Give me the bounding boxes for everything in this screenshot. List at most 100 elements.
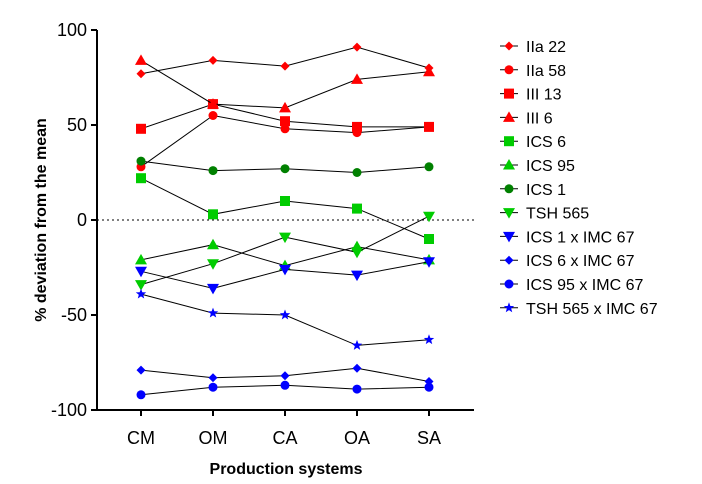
legend-label: IIa 22 [526, 39, 566, 56]
data-point [280, 124, 290, 134]
series-line [140, 177, 430, 240]
data-point [424, 121, 434, 132]
series-ics-1-x-imc-67 [135, 257, 435, 295]
data-point [279, 101, 291, 113]
data-point [136, 156, 146, 166]
legend-item: IIa 22 [500, 39, 566, 56]
y-tick-label: 0 [77, 210, 87, 230]
y-tick-label: -50 [61, 305, 87, 325]
legend-marker [504, 279, 514, 289]
legend-item: ICS 1 x IMC 67 [500, 229, 635, 246]
data-point [136, 123, 146, 134]
data-point [424, 162, 434, 172]
legend-label: ICS 95 x IMC 67 [526, 277, 643, 294]
legend-item: TSH 565 x IMC 67 [500, 301, 658, 318]
data-point [351, 270, 363, 282]
data-point [351, 247, 363, 259]
data-point [135, 266, 147, 278]
x-tick-label: OM [199, 428, 228, 448]
y-tick-label: -100 [51, 400, 87, 420]
data-point [352, 121, 362, 132]
legend-item: ICS 6 x IMC 67 [500, 253, 635, 270]
data-point [135, 280, 147, 291]
data-point [423, 65, 435, 77]
data-point [207, 259, 219, 270]
legend-label: TSH 565 [526, 206, 589, 223]
legend-label: III 6 [526, 110, 553, 127]
data-point [279, 232, 291, 244]
legend-item: ICS 1 [500, 182, 566, 199]
series-ics-95-x-imc-67 [136, 380, 434, 400]
legend-marker [504, 184, 514, 194]
legend-item: ICS 95 x IMC 67 [500, 277, 643, 294]
data-point [280, 164, 290, 174]
legend-label: III 13 [526, 87, 562, 104]
data-point [352, 42, 362, 52]
data-point [136, 365, 146, 375]
series-line [140, 293, 430, 346]
data-point [351, 73, 363, 84]
data-point [207, 238, 219, 250]
legend-item: ICS 95 [500, 158, 575, 175]
data-point [136, 69, 146, 79]
data-point [279, 264, 291, 276]
legend-marker [503, 159, 515, 170]
data-point [280, 371, 290, 381]
x-tick-label: CA [272, 428, 297, 448]
legend: IIa 22 IIa 58 III 13 III 6 ICS 6 ICS 95 ICS 1 T… [500, 39, 658, 318]
data-point [207, 307, 219, 318]
legend-item: III 13 [500, 87, 562, 104]
data-point [352, 363, 362, 373]
series-ics-1 [136, 156, 434, 177]
data-point [351, 339, 363, 350]
series-tsh-565-x-imc-67 [135, 288, 435, 350]
data-point [208, 166, 218, 176]
legend-marker [504, 65, 514, 75]
legend-item: ICS 6 [500, 134, 566, 151]
y-tick-label: 50 [67, 115, 87, 135]
series-iia-22 [136, 42, 434, 79]
y-tick-label: 100 [57, 20, 87, 40]
data-point [208, 55, 218, 65]
legend-label: TSH 565 x IMC 67 [526, 301, 658, 318]
data-point [207, 283, 219, 295]
x-tick-label: OA [344, 428, 370, 448]
y-axis-title: % deviation from the mean [33, 118, 50, 322]
legend-label: ICS 1 [526, 182, 566, 199]
legend-marker [503, 208, 515, 219]
data-point [135, 288, 147, 299]
axes [96, 30, 474, 411]
legend-label: ICS 6 [526, 134, 566, 151]
data-point [423, 334, 435, 345]
legend-label: ICS 1 x IMC 67 [526, 229, 635, 246]
x-axis-title: Production systems [210, 461, 363, 478]
series-tsh-565 [135, 211, 435, 291]
data-point [424, 234, 434, 244]
legend-label: IIa 58 [526, 63, 566, 80]
series-layer [135, 42, 435, 400]
series-iii-6 [135, 54, 435, 113]
data-point [423, 211, 435, 223]
legend-label: ICS 95 [526, 158, 575, 175]
legend-item: III 6 [500, 110, 553, 127]
data-point [280, 116, 290, 127]
data-point [208, 209, 218, 220]
data-point [208, 382, 218, 392]
legend-marker [503, 231, 515, 243]
legend-label: ICS 6 x IMC 67 [526, 253, 635, 270]
data-point [136, 173, 146, 184]
series-ics-6 [136, 173, 434, 244]
legend-marker [503, 302, 515, 313]
legend-marker [503, 111, 515, 122]
data-point [208, 373, 218, 383]
data-point [279, 309, 291, 320]
data-point [352, 168, 362, 177]
data-point [352, 203, 362, 214]
legend-marker [504, 41, 514, 51]
legend-item: TSH 565 [500, 206, 589, 223]
legend-marker [504, 255, 514, 265]
data-point [280, 380, 290, 390]
data-point [208, 111, 218, 120]
legend-marker [504, 136, 514, 147]
